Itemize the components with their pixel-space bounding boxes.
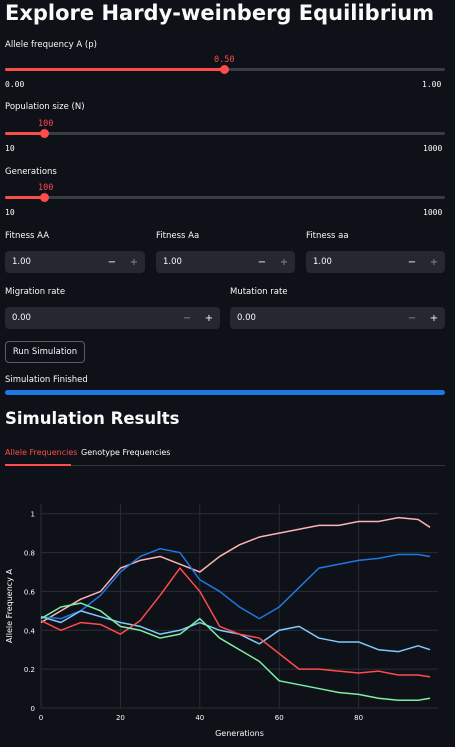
generations-slider[interactable] — [5, 196, 445, 199]
x-axis-label: Generations — [215, 729, 264, 738]
y-tick-labels: 0 0.2 0.4 0.6 0.8 1 — [24, 511, 36, 713]
x-tick-label: 20 — [116, 714, 125, 722]
active-tab-indicator — [5, 464, 71, 466]
chart-series — [41, 518, 430, 701]
y-tick-label: 0.8 — [24, 550, 35, 558]
y-tick-label: 0.6 — [24, 588, 36, 596]
allele-frequency-value: 0.50 — [214, 55, 234, 65]
status-text: Simulation Finished — [5, 375, 88, 385]
mutation-rate-minus-button[interactable]: − — [401, 313, 423, 324]
generations-thumb[interactable] — [40, 193, 49, 202]
x-tick-labels: 0 20 40 60 80 — [39, 714, 363, 722]
fitness-aa-lower-value: 1.00 — [313, 257, 401, 267]
fitness-aa-upper-input[interactable]: 1.00 − + — [5, 251, 145, 273]
generations-min: 10 — [5, 208, 15, 217]
migration-rate-value: 0.00 — [12, 313, 176, 323]
tab-genotype-frequencies[interactable]: Genotype Frequencies — [81, 448, 170, 457]
allele-frequency-fill — [5, 68, 225, 71]
mutation-rate-input[interactable]: 0.00 − + — [230, 307, 445, 329]
migration-rate-label: Migration rate — [5, 287, 65, 297]
tab-divider — [5, 465, 445, 466]
y-tick-label: 0 — [31, 705, 35, 713]
x-tick-label: 80 — [354, 714, 363, 722]
fitness-aa-het-input[interactable]: 1.00 − + — [156, 251, 295, 273]
population-size-value: 100 — [38, 119, 53, 129]
generations-max: 1000 — [423, 208, 442, 217]
mutation-rate-label: Mutation rate — [230, 287, 288, 297]
fitness-aa-het-plus-button[interactable]: + — [273, 257, 295, 268]
generations-label: Generations — [5, 167, 57, 177]
allele-frequency-min: 0.00 — [5, 80, 24, 89]
mutation-rate-plus-button[interactable]: + — [423, 313, 445, 324]
allele-frequency-max: 1.00 — [422, 80, 441, 89]
fitness-aa-lower-input[interactable]: 1.00 − + — [306, 251, 445, 273]
migration-rate-input[interactable]: 0.00 − + — [5, 307, 220, 329]
series-line-5 — [41, 603, 430, 700]
allele-frequency-label: Allele frequency A (p) — [5, 40, 97, 50]
allele-frequency-thumb[interactable] — [220, 65, 229, 74]
fitness-aa-lower-minus-button[interactable]: − — [401, 257, 423, 268]
page-title: Explore Hardy-weinberg Equilibrium — [5, 1, 434, 25]
x-tick-label: 60 — [275, 714, 284, 722]
fitness-aa-het-minus-button[interactable]: − — [251, 257, 273, 268]
population-size-min: 10 — [5, 144, 15, 153]
fitness-aa-upper-minus-button[interactable]: − — [101, 257, 123, 268]
migration-rate-minus-button[interactable]: − — [176, 313, 198, 324]
migration-rate-plus-button[interactable]: + — [198, 313, 220, 324]
series-line-3 — [41, 611, 430, 652]
fitness-aa-het-value: 1.00 — [163, 257, 251, 267]
chart-grid — [41, 504, 438, 708]
fitness-aa-upper-value: 1.00 — [12, 257, 101, 267]
run-simulation-button[interactable]: Run Simulation — [5, 341, 85, 363]
results-title: Simulation Results — [5, 409, 179, 428]
population-size-thumb[interactable] — [40, 129, 49, 138]
tab-allele-frequencies[interactable]: Allele Frequencies — [5, 448, 77, 457]
population-size-label: Population size (N) — [5, 102, 85, 112]
allele-frequency-chart: 0 20 40 60 80 0 0.2 0.4 0.6 0.8 1 Generations All… — [0, 490, 455, 747]
fitness-aa-het-label: Fitness Aa — [156, 231, 199, 241]
fitness-aa-lower-plus-button[interactable]: + — [423, 257, 445, 268]
fitness-aa-lower-label: Fitness aa — [306, 231, 349, 241]
series-line-4 — [41, 568, 430, 677]
fitness-aa-upper-label: Fitness AA — [5, 231, 49, 241]
generations-value: 100 — [38, 183, 53, 193]
mutation-rate-value: 0.00 — [237, 313, 401, 323]
series-line-2 — [41, 549, 430, 619]
series-line-1 — [41, 518, 430, 623]
progress-bar — [5, 390, 445, 395]
y-tick-label: 0.4 — [24, 627, 36, 635]
population-size-slider[interactable] — [5, 132, 445, 135]
y-axis-label: Allele Frequency A — [5, 569, 14, 643]
x-tick-label: 40 — [195, 714, 204, 722]
y-tick-label: 1 — [31, 511, 35, 519]
y-tick-label: 0.2 — [24, 666, 35, 674]
fitness-aa-upper-plus-button[interactable]: + — [123, 257, 145, 268]
population-size-max: 1000 — [423, 144, 442, 153]
x-tick-label: 0 — [39, 714, 43, 722]
